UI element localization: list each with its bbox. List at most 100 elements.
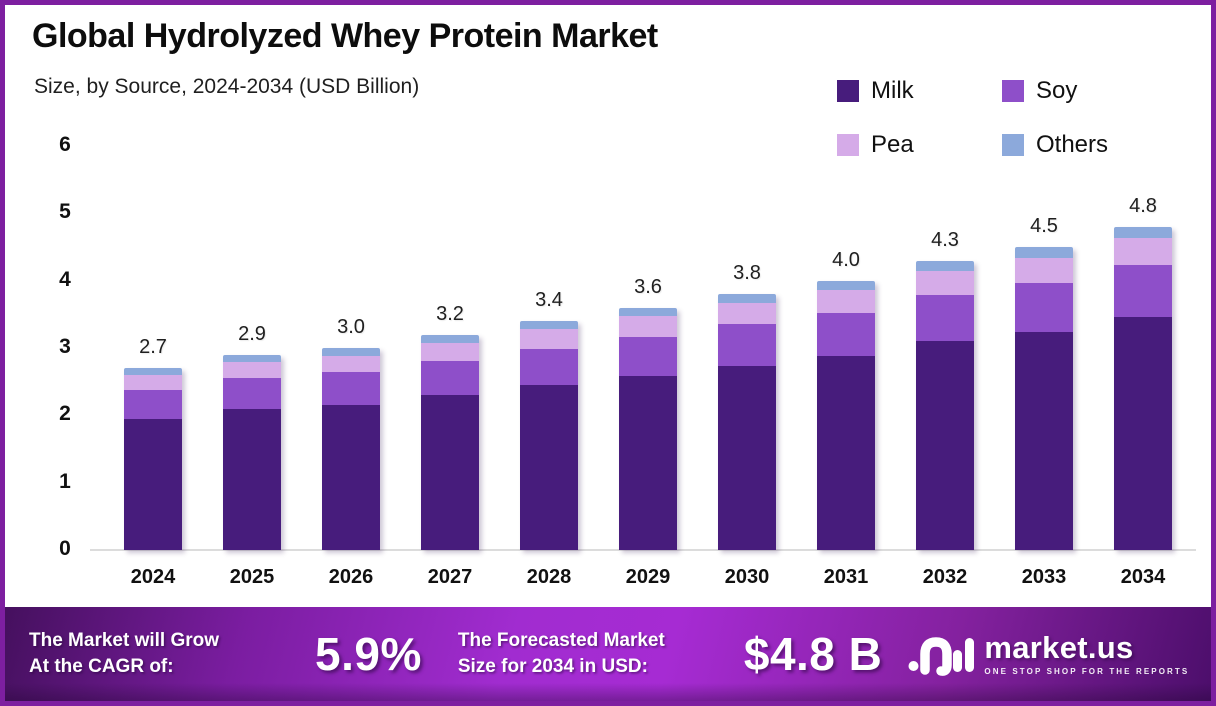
x-tick-2028: 2028 bbox=[526, 566, 572, 588]
y-tick-4: 4 bbox=[59, 267, 71, 291]
chart-legend: Milk Soy Pea Others bbox=[837, 77, 1167, 159]
bar-segment-others bbox=[1114, 226, 1172, 238]
bar-segment-others bbox=[817, 280, 875, 291]
bar-segment-milk bbox=[421, 395, 479, 550]
bar-total-label: 2.7 bbox=[139, 336, 167, 359]
bar-segment-soy bbox=[1015, 283, 1073, 332]
legend-swatch-pea bbox=[837, 134, 859, 156]
bar-2033: 4.5 2033 bbox=[1015, 214, 1073, 588]
page-subtitle: Size, by Source, 2024-2034 (USD Billion) bbox=[34, 75, 420, 98]
legend-item-pea: Pea bbox=[837, 131, 1002, 159]
bar-total-label: 4.5 bbox=[1030, 214, 1058, 237]
stacked-bar-plot: 2.7 2024 2.9 2025 3.0 2026 3.2 2027 3.4 2028 3.6 20… bbox=[100, 146, 1196, 588]
bar-total-label: 2.9 bbox=[238, 322, 266, 345]
bar-segment-soy bbox=[916, 294, 974, 342]
bar-segment-soy bbox=[322, 372, 380, 405]
bar-total-label: 4.3 bbox=[931, 228, 959, 251]
bar-2027: 3.2 2027 bbox=[421, 302, 479, 588]
x-tick-2034: 2034 bbox=[1120, 566, 1166, 588]
bar-segment-milk bbox=[619, 375, 677, 550]
bar-stack bbox=[322, 348, 380, 550]
bar-2031: 4.0 2031 bbox=[817, 249, 875, 588]
bar-stack bbox=[619, 307, 677, 550]
bar-stack bbox=[520, 321, 578, 550]
brand-logo: market.us ONE STOP SHOP FOR THE REPORTS bbox=[908, 631, 1189, 677]
brand-name: market.us bbox=[984, 630, 1134, 665]
legend-label: Milk bbox=[871, 77, 914, 104]
legend-swatch-milk bbox=[837, 80, 859, 102]
bar-stack bbox=[718, 294, 776, 550]
bar-segment-milk bbox=[817, 356, 875, 550]
bar-total-label: 3.0 bbox=[337, 316, 365, 339]
bar-segment-milk bbox=[520, 385, 578, 550]
legend-swatch-others bbox=[1002, 134, 1024, 156]
legend-label: Pea bbox=[871, 131, 914, 158]
bar-segment-soy bbox=[619, 336, 677, 376]
bar-segment-milk bbox=[718, 365, 776, 550]
legend-item-soy: Soy bbox=[1002, 77, 1167, 105]
x-tick-2030: 2030 bbox=[724, 566, 770, 588]
bar-stack bbox=[1015, 246, 1073, 550]
y-tick-3: 3 bbox=[59, 335, 71, 358]
bar-segment-pea bbox=[1114, 237, 1172, 266]
bar-stack bbox=[817, 280, 875, 550]
forecast-label-line1: The Forecasted Market bbox=[457, 630, 665, 652]
market-us-logo-icon bbox=[908, 637, 975, 676]
cagr-label-line1: The Market will Grow bbox=[29, 630, 220, 652]
bar-segment-others bbox=[223, 354, 281, 363]
bar-segment-milk bbox=[1114, 317, 1172, 550]
bar-segment-pea bbox=[817, 290, 875, 314]
bar-segment-pea bbox=[619, 316, 677, 337]
bar-total-label: 3.2 bbox=[436, 302, 464, 325]
y-tick-6: 6 bbox=[59, 133, 71, 156]
bar-segment-others bbox=[718, 294, 776, 303]
legend-item-others: Others bbox=[1002, 131, 1167, 159]
bar-segment-others bbox=[124, 368, 182, 375]
bar-2025: 2.9 2025 bbox=[223, 322, 281, 588]
y-tick-1: 1 bbox=[59, 469, 71, 493]
bar-segment-pea bbox=[421, 342, 479, 361]
forecast-value: $4.8 B bbox=[743, 628, 883, 680]
bar-2028: 3.4 2028 bbox=[520, 289, 578, 588]
cagr-label-line2: At the CAGR of: bbox=[29, 656, 174, 677]
bar-2029: 3.6 2029 bbox=[619, 276, 677, 588]
bar-segment-milk bbox=[1015, 331, 1073, 550]
bar-segment-soy bbox=[520, 348, 578, 385]
legend-label: Others bbox=[1036, 131, 1109, 158]
x-tick-2031: 2031 bbox=[823, 566, 869, 588]
bar-total-label: 3.4 bbox=[535, 289, 563, 312]
x-tick-2032: 2032 bbox=[922, 566, 968, 588]
bar-segment-others bbox=[619, 307, 677, 317]
bar-stack bbox=[916, 260, 974, 550]
bar-stack bbox=[124, 368, 182, 550]
brand-tagline: ONE STOP SHOP FOR THE REPORTS bbox=[984, 667, 1190, 676]
bar-stack bbox=[223, 354, 281, 550]
bar-segment-milk bbox=[916, 341, 974, 550]
bar-segment-others bbox=[421, 334, 479, 343]
bar-segment-others bbox=[916, 260, 974, 271]
bar-segment-soy bbox=[421, 360, 479, 396]
bar-total-label: 4.8 bbox=[1129, 194, 1157, 217]
bar-segment-milk bbox=[124, 418, 182, 550]
bar-segment-others bbox=[322, 348, 380, 356]
bar-segment-pea bbox=[322, 355, 380, 373]
bar-segment-others bbox=[520, 321, 578, 330]
bar-segment-pea bbox=[916, 270, 974, 295]
footer-banner: The Market will Grow At the CAGR of: 5.9… bbox=[5, 607, 1211, 701]
bar-segment-pea bbox=[718, 302, 776, 325]
bar-segment-soy bbox=[817, 313, 875, 357]
x-tick-2027: 2027 bbox=[427, 566, 473, 588]
bar-total-label: 3.8 bbox=[733, 262, 761, 285]
bar-stack bbox=[421, 334, 479, 550]
page-title: Global Hydrolyzed Whey Protein Market bbox=[32, 17, 658, 55]
x-tick-2029: 2029 bbox=[625, 566, 671, 588]
x-tick-2033: 2033 bbox=[1021, 566, 1067, 588]
bar-segment-pea bbox=[520, 329, 578, 349]
bar-segment-milk bbox=[223, 409, 281, 550]
x-tick-2026: 2026 bbox=[328, 566, 374, 588]
bar-segment-pea bbox=[1015, 257, 1073, 284]
bar-segment-milk bbox=[322, 404, 380, 550]
x-tick-2025: 2025 bbox=[229, 566, 275, 588]
bar-2030: 3.8 2030 bbox=[718, 262, 776, 588]
